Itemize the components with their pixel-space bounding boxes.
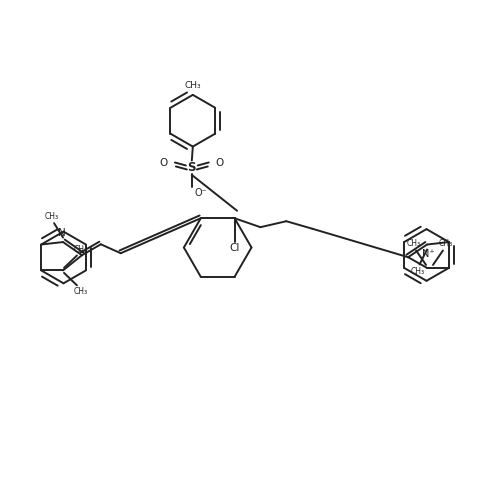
Text: O⁻: O⁻ <box>194 188 207 198</box>
Text: CH₃: CH₃ <box>411 267 425 276</box>
Text: CH₃: CH₃ <box>74 244 88 254</box>
Text: N: N <box>58 228 66 238</box>
Text: O: O <box>160 158 168 168</box>
Text: O: O <box>216 158 224 168</box>
Text: CH₃: CH₃ <box>184 82 201 90</box>
Text: Cl: Cl <box>230 243 240 253</box>
Text: N⁺: N⁺ <box>422 249 434 259</box>
Text: CH₃: CH₃ <box>439 238 453 248</box>
Text: S: S <box>188 161 196 174</box>
Text: CH₃: CH₃ <box>45 212 59 220</box>
Text: CH₃: CH₃ <box>407 238 421 248</box>
Text: CH₃: CH₃ <box>74 288 88 296</box>
